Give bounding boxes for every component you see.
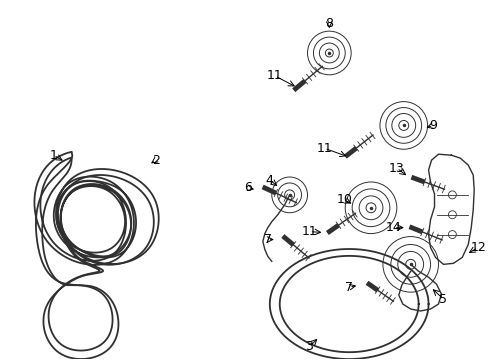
Text: 11: 11 (316, 142, 331, 155)
Text: 1: 1 (49, 149, 57, 162)
Text: 11: 11 (301, 225, 317, 238)
Text: 12: 12 (469, 241, 485, 254)
Text: 14: 14 (385, 221, 401, 234)
Text: 8: 8 (325, 17, 333, 30)
Text: 2: 2 (151, 154, 159, 167)
Text: 7: 7 (345, 281, 352, 294)
Text: 9: 9 (429, 119, 437, 132)
Text: 4: 4 (265, 174, 273, 186)
Text: 5: 5 (439, 293, 447, 306)
Text: 3: 3 (305, 340, 313, 353)
Text: 11: 11 (266, 69, 282, 82)
Text: 6: 6 (244, 181, 251, 194)
Text: 10: 10 (336, 193, 351, 206)
Text: 7: 7 (264, 233, 271, 246)
Text: 13: 13 (388, 162, 404, 175)
